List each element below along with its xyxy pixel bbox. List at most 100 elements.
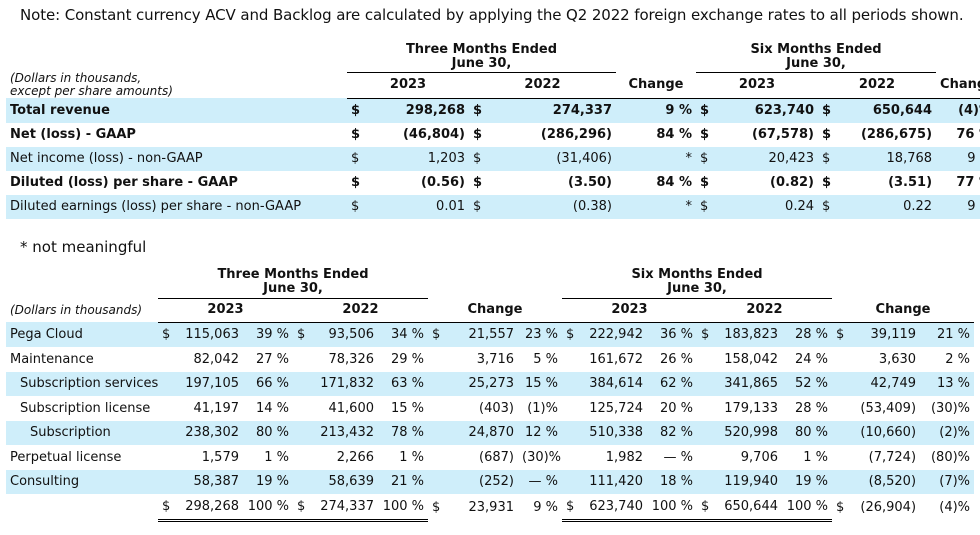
change-amt-q: (403) xyxy=(479,400,514,416)
pct-2022-ytd: 100 % xyxy=(782,494,833,522)
amount: 623,740 xyxy=(589,498,643,514)
currency-symbol: $ xyxy=(822,127,832,142)
change-ytd: 9 % xyxy=(936,146,980,171)
change-amt-q: 3,716 xyxy=(476,351,514,367)
value-2022-q: (286,296) xyxy=(540,127,612,142)
currency-symbol: $ xyxy=(836,327,845,343)
table-row: Maintenance 82,042 27 % 78,326 29 % 3,716 5 % 1… xyxy=(6,347,974,372)
value-2022-ytd: $650,644 xyxy=(697,494,782,522)
amount: (26,904) xyxy=(860,499,917,515)
table-caption: (Dollars in thousands, except per share a… xyxy=(10,71,173,98)
col-2022: 2022 xyxy=(469,72,616,99)
currency-symbol: $ xyxy=(432,327,441,343)
value-2023-ytd: 510,338 xyxy=(562,420,647,445)
amount: 222,942 xyxy=(589,327,643,343)
value-2023-ytd: 161,672 xyxy=(589,351,643,367)
table-caption: (Dollars in thousands) xyxy=(10,302,143,317)
table-row: Subscription 238,302 80 % 213,432 78 % 24,870… xyxy=(6,420,975,445)
currency-symbol: $ xyxy=(818,98,850,123)
pct-2023-ytd: 100 % xyxy=(647,494,697,522)
revenue-breakdown-table: Three Months Ended June 30, Six Months En… xyxy=(6,266,975,522)
amount: 650,644 xyxy=(724,498,778,514)
pct-2023-q: 100 % xyxy=(243,494,293,522)
change-ytd: 9 % xyxy=(936,194,980,219)
change-amt-q: 25,273 xyxy=(428,371,518,396)
exchange-rate-note: Note: Constant currency ACV and Backlog … xyxy=(20,6,964,24)
value-2023-q: 238,302 xyxy=(158,420,243,445)
pct-2023-ytd: 26 % xyxy=(659,351,693,367)
value-2023-q: (0.56) xyxy=(421,175,465,190)
change-pct-q: (1)% xyxy=(527,400,558,416)
value-2023-ytd: 1,982 xyxy=(605,449,643,465)
col-2022: 2022 xyxy=(293,298,428,323)
change-amt-ytd: 42,749 xyxy=(832,371,921,396)
pct-2023-q: 39 % xyxy=(243,322,293,347)
change-pct-ytd: 2 % xyxy=(945,351,971,367)
value-2022-ytd: 9,706 xyxy=(740,449,778,465)
currency-symbol: $ xyxy=(347,98,379,123)
currency-symbol: $ xyxy=(822,175,832,190)
currency-symbol: $ xyxy=(347,194,379,219)
value-2023-q: 1,579 xyxy=(201,449,239,465)
value-2023-ytd: (0.82) xyxy=(770,175,814,190)
pct-2023-q: 27 % xyxy=(255,351,289,367)
value-2023-q: $115,063 xyxy=(158,322,243,347)
col-change: Change xyxy=(616,72,696,99)
currency-symbol: $ xyxy=(701,498,710,514)
change-q: 84 % xyxy=(656,175,692,190)
value-2022-q: 41,600 xyxy=(328,400,375,416)
value-2022-ytd: 119,940 xyxy=(697,469,782,494)
change-amt-q: (687) xyxy=(479,449,514,465)
currency-symbol: $ xyxy=(351,175,361,190)
currency-symbol: $ xyxy=(696,98,728,123)
change-q: * xyxy=(616,146,696,171)
pct-2022-ytd: 80 % xyxy=(782,420,833,445)
change-amt-ytd: 3,630 xyxy=(878,351,917,367)
pct-2023-q: 66 % xyxy=(243,371,293,396)
pct-2023-q: 14 % xyxy=(255,400,289,416)
row-label xyxy=(6,494,158,520)
currency-symbol: $ xyxy=(473,127,483,142)
currency-symbol: $ xyxy=(566,327,575,343)
change-amt-ytd: $39,119 xyxy=(832,322,921,347)
col-2023: 2023 xyxy=(347,72,469,99)
pct-2022-ytd: 28 % xyxy=(782,322,833,347)
change-amt-q: $23,931 xyxy=(428,494,518,520)
change-amt-q: (252) xyxy=(428,469,518,494)
amount: 23,931 xyxy=(468,499,515,515)
row-label: Pega Cloud xyxy=(6,322,158,347)
currency-symbol: $ xyxy=(566,498,575,514)
three-months-header: Three Months Ended June 30, xyxy=(347,42,616,73)
table-row: Pega Cloud $115,063 39 % $93,506 34 % $21,557… xyxy=(6,322,975,347)
pct-2022-q: 1 % xyxy=(399,449,424,465)
change-q: 9 % xyxy=(616,98,696,123)
row-label: Consulting xyxy=(6,469,158,494)
change-ytd: 77 % xyxy=(956,175,980,190)
value-2023-q: 41,197 xyxy=(193,400,240,416)
row-label: Subscription services xyxy=(6,371,158,396)
footnote: * not meaningful xyxy=(20,238,147,256)
row-label: Subscription xyxy=(6,420,158,445)
value-2023-q: (46,804) xyxy=(402,127,465,142)
change-pct-q: 9 % xyxy=(533,499,558,515)
three-months-header: Three Months Ended June 30, xyxy=(158,266,428,299)
currency-symbol: $ xyxy=(700,127,710,142)
value-2022-q: 2,266 xyxy=(336,449,374,465)
value-2022-ytd: 341,865 xyxy=(697,371,782,396)
amount: 183,823 xyxy=(724,327,778,343)
value-2023-q: 82,042 xyxy=(193,351,240,367)
pct-2022-q: 29 % xyxy=(390,351,424,367)
pct-2023-q: 1 % xyxy=(264,449,289,465)
table-row: Perpetual license 1,579 1 % 2,266 1 % (687) (3… xyxy=(6,445,974,470)
value-2023-ytd: 111,420 xyxy=(562,469,647,494)
table-row: Total revenue $298,268 $274,337 9 % $623,740… xyxy=(6,98,980,123)
change-pct-q: (30)% xyxy=(522,449,562,465)
currency-symbol: $ xyxy=(696,146,728,171)
value-2023-q: 58,387 xyxy=(158,469,243,494)
value-2022-q: 213,432 xyxy=(293,420,378,445)
change-pct-q: 23 % xyxy=(518,322,562,347)
value-2023-ytd: 0.24 xyxy=(728,194,818,219)
change-ytd: 76 % xyxy=(956,127,980,142)
amount: 115,063 xyxy=(185,327,239,343)
change-pct-q: 15 % xyxy=(518,371,562,396)
